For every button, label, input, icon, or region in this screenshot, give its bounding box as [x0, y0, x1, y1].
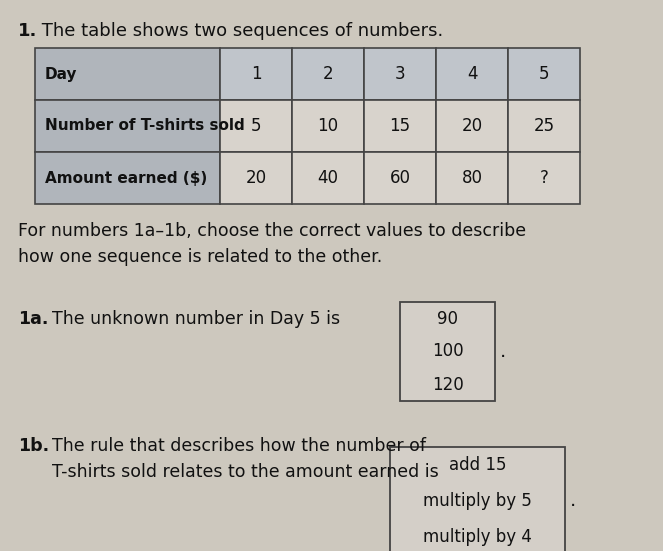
Bar [400, 302, 495, 401]
Text: 20: 20 [245, 169, 267, 187]
Bar [364, 152, 436, 204]
Text: 2: 2 [323, 65, 333, 83]
Text: 90: 90 [437, 310, 458, 327]
Text: 5: 5 [251, 117, 261, 135]
Text: 25: 25 [534, 117, 554, 135]
Text: 20: 20 [461, 117, 483, 135]
Bar [390, 447, 565, 551]
Text: The table shows two sequences of numbers.: The table shows two sequences of numbers… [36, 22, 444, 40]
Text: Day: Day [45, 67, 78, 82]
Text: 10: 10 [318, 117, 339, 135]
Text: ?: ? [540, 169, 548, 187]
Bar [508, 152, 580, 204]
Bar [35, 152, 220, 204]
Bar [508, 48, 580, 100]
Text: multiply by 5: multiply by 5 [423, 492, 532, 510]
Text: .: . [500, 342, 507, 361]
Bar [220, 100, 292, 152]
Bar [35, 100, 220, 152]
Text: T-shirts sold relates to the amount earned is: T-shirts sold relates to the amount earn… [52, 463, 439, 481]
Text: 3: 3 [394, 65, 405, 83]
Text: The rule that describes how the number of: The rule that describes how the number o… [52, 437, 426, 455]
Text: multiply by 4: multiply by 4 [423, 528, 532, 546]
Text: 15: 15 [389, 117, 410, 135]
Text: 4: 4 [467, 65, 477, 83]
Bar [220, 48, 292, 100]
Bar [35, 48, 220, 100]
Bar [292, 152, 364, 204]
Text: 60: 60 [389, 169, 410, 187]
Bar [364, 100, 436, 152]
Text: The unknown number in Day 5 is: The unknown number in Day 5 is [52, 310, 340, 328]
Bar [292, 48, 364, 100]
Text: 5: 5 [539, 65, 549, 83]
Text: 80: 80 [461, 169, 483, 187]
Text: 100: 100 [432, 343, 463, 360]
Text: Number of T-shirts sold: Number of T-shirts sold [45, 118, 245, 133]
Text: add 15: add 15 [449, 456, 507, 474]
Text: 40: 40 [318, 169, 339, 187]
Bar [508, 100, 580, 152]
Bar [292, 100, 364, 152]
Bar [436, 48, 508, 100]
Text: 1a.: 1a. [18, 310, 48, 328]
Text: .: . [570, 491, 576, 510]
Bar [220, 152, 292, 204]
Text: 1.: 1. [18, 22, 37, 40]
Text: 1: 1 [251, 65, 261, 83]
Text: 120: 120 [432, 375, 463, 393]
Text: 1b.: 1b. [18, 437, 49, 455]
Text: For numbers 1a–1b, choose the correct values to describe
how one sequence is rel: For numbers 1a–1b, choose the correct va… [18, 222, 526, 266]
Bar [436, 100, 508, 152]
Text: Amount earned ($): Amount earned ($) [45, 170, 208, 186]
Bar [436, 152, 508, 204]
Bar [364, 48, 436, 100]
